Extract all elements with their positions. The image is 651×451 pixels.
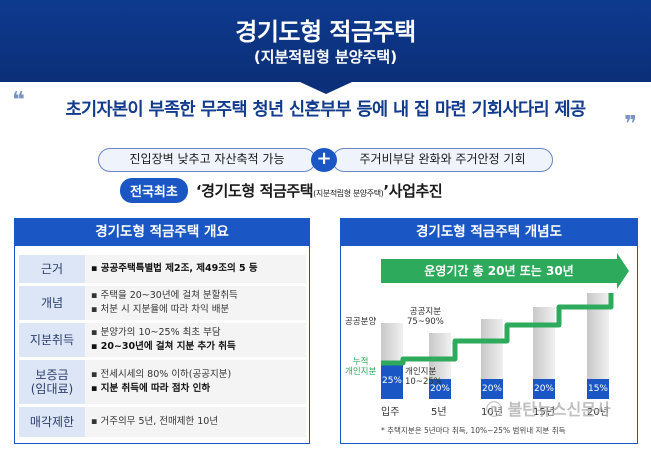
header-arrow-decoration: [300, 82, 352, 94]
overview-row-share-acquisition: 지분취득 ▪ 분양가의 10~25% 최초 부담 ▪ 20~30년에 걸쳐 지분…: [19, 323, 306, 357]
benefit-pills: 진입장벽 낮추고 자산축적 가능 + 주거비부담 완화와 주거안정 기회: [98, 148, 553, 172]
first-nationwide-badge: 전국최초: [120, 177, 188, 203]
personal-share-bar: 15%: [587, 379, 609, 399]
initial-share-line2: 10~25%: [405, 377, 442, 387]
public-share-bar: [381, 323, 403, 363]
overview-line: ▪ 지분 취득에 따라 점차 인하: [91, 383, 211, 394]
overview-row-label: 근거: [19, 255, 85, 283]
personal-share-bar: 25%: [381, 363, 403, 399]
cumulative-share-line1: 누적: [352, 357, 369, 367]
personal-share-bar: 20%: [429, 379, 451, 399]
benefit-pill-right: 주거비부담 완화와 주거안정 기회: [332, 148, 553, 172]
personal-share-bar: 20%: [533, 379, 555, 399]
overview-line: ▪ 20~30년에 걸쳐 지분 추가 취득: [91, 341, 236, 352]
concept-panel: 경기도형 적금주택 개념도 운영기간 총 20년 또는 30년 25% 20% …: [340, 218, 638, 444]
overview-row-basis: 근거 ▪ 공공주택특별법 제2조, 제49조의 5 등: [19, 255, 306, 283]
headline: 전국최초 ‘경기도형 적금주택(지분적립형 분양주택)’사업추진: [120, 177, 443, 203]
overview-row-text: ▪ 공공주택특별법 제2조, 제49조의 5 등: [85, 255, 306, 283]
overview-title: 경기도형 적금주택 개요: [15, 219, 309, 246]
overview-row-concept: 개념 ▪ 주택을 20~30년에 걸쳐 분할취득 ▪ 처분 시 지분율에 따라 …: [19, 286, 306, 320]
operation-period-banner: 운영기간 총 20년 또는 30년: [381, 259, 617, 283]
cumulative-share-step-line: [381, 293, 614, 366]
close-quote-icon: ❞: [624, 112, 637, 137]
initial-share-line1: 개인지분: [405, 367, 437, 377]
overview-row-label: 보증금 (임대료): [19, 360, 85, 404]
tagline: 초기자본이 부족한 무주택 청년 신혼부부 등에 내 집 마련 기회사다리 제공: [65, 100, 587, 120]
overview-row-label: 개념: [19, 286, 85, 320]
overview-panel: 경기도형 적금주택 개요 근거 ▪ 공공주택특별법 제2조, 제49조의 5 등…: [14, 218, 310, 444]
public-share-range-line2: 75~90%: [407, 317, 444, 327]
benefit-pill-left: 진입장벽 낮추고 자산축적 가능: [98, 148, 316, 172]
public-share-bar: [429, 333, 451, 379]
overview-row-text: ▪ 분양가의 10~25% 최초 부담 ▪ 20~30년에 걸쳐 지분 추가 취…: [85, 323, 306, 357]
headline-text-small: (지분적립형 분양주택): [313, 188, 384, 198]
overview-row-label: 매각제한: [19, 407, 85, 437]
page-title: 경기도형 적금주택: [235, 18, 416, 46]
overview-line: ▪ 처분 시 지분율에 따라 차익 배분: [91, 304, 230, 315]
overview-line: ▪ 주택을 20~30년에 걸쳐 분할취득: [91, 290, 238, 301]
concept-footnote: * 추택지분은 5년마다 취득, 10%~25% 범위내 지분 취득: [381, 426, 566, 435]
overview-row-text: ▪ 주택을 20~30년에 걸쳐 분할취득 ▪ 처분 시 지분율에 따라 차익 …: [85, 286, 306, 320]
page-subtitle: (지분적립형 분양주택): [253, 48, 398, 66]
timeline-tick: 입주: [381, 407, 400, 418]
headline-text: ‘경기도형 적금주택(지분적립형 분양주택)’사업추진: [195, 180, 443, 201]
public-share-label: 공공분양: [345, 317, 377, 327]
overview-row-sale-restriction: 매각제한 ▪ 거주의무 5년, 전매제한 10년: [19, 407, 306, 437]
cumulative-share-line2: 개인지분: [345, 367, 377, 377]
publisher-watermark: ⓝ 불탄뉴스신문사: [486, 400, 611, 419]
timeline-tick: 20년: [587, 407, 609, 418]
concept-title: 경기도형 적금주택 개념도: [341, 219, 637, 246]
timeline-tick: 5년: [431, 407, 447, 418]
initial-personal-share: 개인지분 10~25%: [405, 367, 442, 387]
overview-row-text: ▪ 거주의무 5년, 전매제한 10년: [85, 407, 306, 437]
public-share-range: 공공지분 75~90%: [407, 307, 444, 327]
plus-icon: +: [311, 148, 337, 172]
overview-row-label: 지분취득: [19, 323, 85, 357]
header-banner: 경기도형 적금주택 (지분적립형 분양주택): [0, 0, 651, 82]
timeline-tick: 15년: [533, 407, 555, 418]
banner-arrow-icon: [617, 253, 629, 289]
overview-line: ▪ 전세시세의 80% 이하(공공지분): [91, 369, 232, 380]
timeline-tick: 10년: [481, 407, 503, 418]
personal-share-bar: 20%: [481, 379, 503, 399]
public-share-bar: [481, 319, 503, 379]
overview-line: ▪ 거주의무 5년, 전매제한 10년: [91, 416, 219, 427]
headline-text-close: ’사업추진: [383, 181, 443, 200]
public-share-range-line1: 공공지분: [409, 307, 442, 317]
overview-row-deposit: 보증금 (임대료) ▪ 전세시세의 80% 이하(공공지분) ▪ 지분 취득에 …: [19, 360, 306, 404]
headline-text-open: ‘경기도형 적금주택: [195, 181, 314, 200]
public-share-bar: [587, 293, 609, 379]
open-quote-icon: ❝: [12, 88, 25, 113]
overview-line: ▪ 분양가의 10~25% 최초 부담: [91, 327, 221, 338]
overview-line: ▪ 공공주택특별법 제2조, 제49조의 5 등: [91, 263, 258, 274]
overview-row-text: ▪ 전세시세의 80% 이하(공공지분) ▪ 지분 취득에 따라 점차 인하: [85, 360, 306, 404]
cumulative-personal-share-label: 누적 개인지분: [345, 357, 376, 377]
